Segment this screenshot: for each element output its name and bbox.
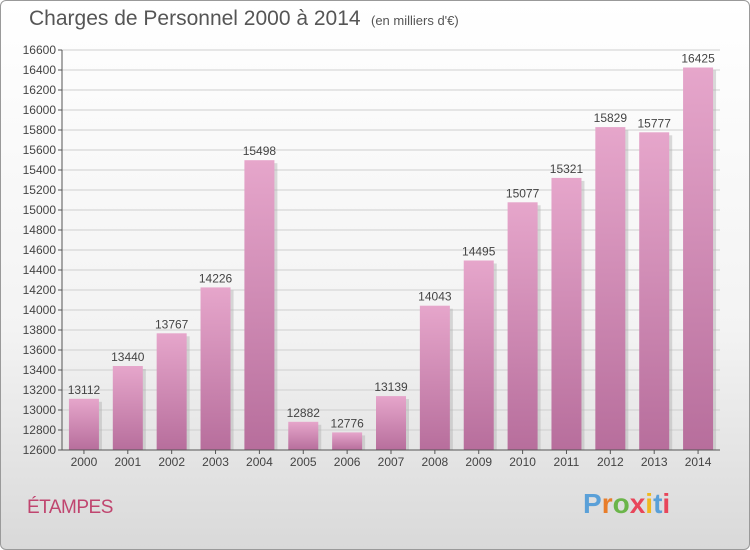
value-label: 15077 <box>506 186 540 200</box>
brand-letter: t <box>653 488 663 519</box>
y-tick-label: 14800 <box>23 223 57 237</box>
value-label: 15321 <box>550 162 584 176</box>
x-tick-label: 2001 <box>114 455 141 469</box>
bar <box>463 260 494 450</box>
y-tick-label: 12600 <box>23 443 57 457</box>
value-label: 12882 <box>287 406 321 420</box>
y-tick-label: 16200 <box>23 83 57 97</box>
y-tick-label: 15800 <box>23 123 57 137</box>
value-label: 13139 <box>374 380 408 394</box>
x-tick-label: 2008 <box>422 455 449 469</box>
value-label: 14043 <box>418 290 452 304</box>
y-tick-label: 13000 <box>23 403 57 417</box>
bars <box>68 67 717 451</box>
axes <box>58 49 720 454</box>
x-tick-label: 2000 <box>71 455 98 469</box>
x-tick-label: 2009 <box>465 455 492 469</box>
value-label: 15829 <box>594 111 628 125</box>
y-tick-label: 15200 <box>23 183 57 197</box>
y-tick-label: 13600 <box>23 343 57 357</box>
y-tick-label: 15000 <box>23 203 57 217</box>
y-tick-label: 14400 <box>23 263 57 277</box>
chart-subtitle: (en milliers d'€) <box>371 13 459 28</box>
x-tick-label: 2005 <box>290 455 317 469</box>
bar <box>68 398 99 450</box>
value-label: 16425 <box>681 52 715 66</box>
bar <box>595 127 626 450</box>
value-label: 13440 <box>111 350 145 364</box>
y-tick-label: 12800 <box>23 423 57 437</box>
brand-letter: o <box>612 488 630 519</box>
y-tick-label: 16400 <box>23 63 57 77</box>
y-tick-label: 14600 <box>23 243 57 257</box>
x-tick-label: 2013 <box>641 455 668 469</box>
x-tick-label: 2006 <box>334 455 361 469</box>
x-tick-label: 2011 <box>554 455 580 469</box>
y-tick-label: 14000 <box>23 303 57 317</box>
bar <box>244 160 275 450</box>
bar <box>551 177 582 450</box>
value-label: 12776 <box>330 416 364 430</box>
value-label: 14226 <box>199 271 233 285</box>
bar <box>376 396 406 450</box>
value-label: 14495 <box>462 245 496 259</box>
labels: 12600 12800 13000 13200 13400 13600 13800 14000… <box>23 43 715 469</box>
y-tick-label: 15400 <box>23 163 57 177</box>
bar <box>419 305 450 450</box>
brand-letter: x <box>629 488 646 519</box>
chart-title: Charges de Personnel 2000 à 2014 <box>29 7 361 30</box>
x-tick-label: 2012 <box>597 455 624 469</box>
bar <box>156 333 187 450</box>
x-tick-label: 2003 <box>202 455 229 469</box>
brand-letter: i <box>645 488 654 519</box>
x-tick-label: 2014 <box>685 455 712 469</box>
y-tick-label: 16600 <box>23 43 57 57</box>
x-tick-label: 2010 <box>509 455 536 469</box>
bar <box>200 287 231 450</box>
city-name: ÉTAMPES <box>27 497 113 518</box>
y-tick-label: 16000 <box>23 103 57 117</box>
x-tick-label: 2002 <box>158 455 185 469</box>
bar <box>683 67 714 450</box>
bar <box>639 132 670 451</box>
brand-letter: i <box>662 488 671 519</box>
value-label: 15498 <box>243 144 277 158</box>
bar <box>332 432 363 450</box>
value-label: 15777 <box>638 116 672 130</box>
x-tick-label: 2004 <box>246 455 273 469</box>
x-tick-label: 2007 <box>378 455 405 469</box>
brand-letter: P <box>583 488 602 519</box>
value-label: 13767 <box>155 317 189 331</box>
y-tick-label: 13800 <box>23 323 57 337</box>
y-tick-label: 13200 <box>23 383 57 397</box>
brand-logo: Proxiti <box>583 488 670 520</box>
y-tick-label: 15600 <box>23 143 57 157</box>
bar <box>507 202 538 450</box>
bar <box>112 366 143 450</box>
y-tick-label: 14200 <box>23 283 57 297</box>
brand-letter: r <box>601 488 613 519</box>
y-tick-label: 13400 <box>23 363 57 377</box>
value-label: 13112 <box>68 383 101 397</box>
bar <box>288 421 319 450</box>
